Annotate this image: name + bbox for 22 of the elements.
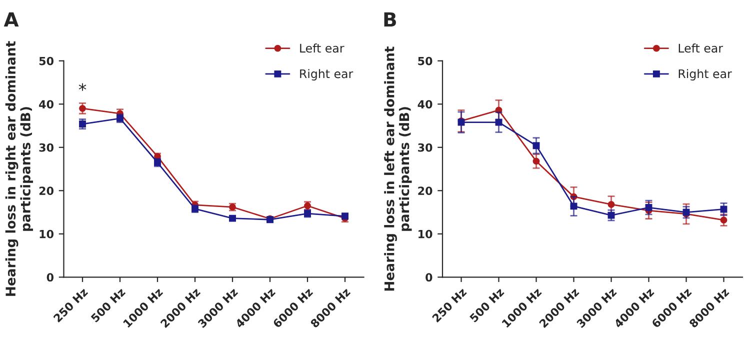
y-tick-label: 0 xyxy=(426,273,432,282)
legend-label: Right ear xyxy=(678,69,732,80)
y-tick-label: 30 xyxy=(418,143,432,152)
y-tick-label: 0 xyxy=(46,273,54,282)
y-tick-label: 40 xyxy=(418,100,432,108)
y-tick-label: 20 xyxy=(39,186,54,196)
y-tick-label: 50 xyxy=(418,56,432,66)
y-tick-label: 40 xyxy=(39,100,54,108)
y-axis-title: Hearing loss in right ear dominant participants (dB) xyxy=(5,41,34,296)
point xyxy=(79,120,86,128)
y-tick-label: 50 xyxy=(39,56,54,66)
y-tick-label: 10 xyxy=(418,230,432,238)
chart-title: B xyxy=(384,12,396,27)
y-axis-title: Hearing loss in left ear dominant participants (dB) xyxy=(384,46,412,291)
annotation: * xyxy=(78,83,86,91)
legend-label: Right ear xyxy=(300,69,354,80)
legend-label: Left ear xyxy=(300,43,344,53)
y-tick-label: 20 xyxy=(418,186,432,196)
chart-title: A xyxy=(4,12,19,27)
legend-label: Left ear xyxy=(678,43,723,53)
y-tick-label: 10 xyxy=(40,230,54,238)
y-tick-label: 30 xyxy=(39,143,54,152)
